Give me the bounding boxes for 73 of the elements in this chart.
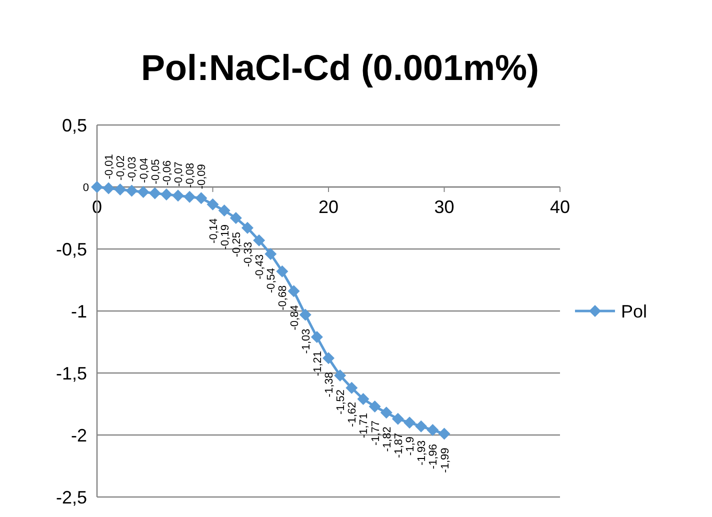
data-label: -0,01 — [104, 154, 116, 180]
point — [357, 393, 370, 406]
point — [264, 248, 277, 260]
data-label: -1,99 — [439, 448, 452, 473]
point — [206, 198, 219, 210]
point — [218, 204, 230, 217]
data-label: -0,06 — [161, 160, 174, 186]
point — [392, 412, 404, 425]
point — [184, 190, 196, 203]
x-tick-label: 30 — [434, 197, 454, 217]
data-label: -0,84 — [288, 305, 301, 330]
point — [91, 181, 103, 193]
point — [380, 406, 392, 419]
data-label: -0,33 — [242, 242, 254, 267]
data-label: -1,82 — [381, 426, 394, 452]
data-label: -1,9 — [404, 436, 417, 456]
point — [230, 212, 242, 224]
legend-label: Pol — [621, 301, 648, 322]
data-label: -1,93 — [416, 440, 428, 466]
point — [426, 424, 439, 436]
y-tick-label: -0,5 — [56, 239, 87, 260]
point — [276, 265, 288, 278]
y-tick-label: 0,5 — [62, 115, 87, 136]
data-label: -0,25 — [230, 232, 243, 258]
x-tick-label: 20 — [318, 197, 339, 217]
point — [334, 369, 346, 382]
data-label: -0,03 — [126, 156, 139, 182]
data-label: 0 — [82, 182, 89, 194]
data-label: -0,19 — [219, 224, 232, 250]
point — [160, 188, 172, 200]
data-label: -1,96 — [428, 444, 440, 470]
point — [404, 416, 416, 429]
point — [415, 420, 428, 432]
point — [368, 400, 381, 412]
chart-title: Pol:NaCl-Cd (0.001m%) — [140, 47, 540, 88]
data-label: -0,68 — [277, 285, 290, 310]
point — [137, 186, 150, 198]
point — [114, 183, 126, 196]
point — [253, 234, 266, 246]
y-tick-label: -2,5 — [56, 487, 87, 508]
point — [172, 190, 184, 202]
y-tick-label: -2 — [70, 425, 87, 446]
data-label: -0,02 — [115, 155, 128, 180]
data-label: -0,08 — [184, 162, 197, 188]
data-label: -1,52 — [335, 389, 348, 415]
point — [126, 184, 138, 197]
point — [241, 222, 254, 234]
data-label: -0,07 — [173, 162, 186, 187]
point — [148, 187, 161, 200]
y-tick-label: -1 — [70, 301, 87, 322]
data-label: -1,77 — [370, 420, 382, 446]
x-tick-label: 40 — [550, 197, 570, 217]
y-tick-label: -1,5 — [56, 363, 87, 384]
point — [102, 182, 115, 194]
data-label: -1,21 — [312, 351, 324, 376]
point — [346, 382, 358, 394]
data-label: -1,87 — [392, 432, 405, 458]
data-label: -0,43 — [254, 254, 266, 280]
data-label: -0,14 — [208, 218, 220, 244]
data-label: -1,71 — [358, 413, 370, 438]
data-label: -0,54 — [266, 268, 278, 294]
point — [322, 352, 334, 364]
point — [195, 192, 208, 204]
data-label: -1,38 — [324, 372, 336, 398]
data-label: -0,09 — [196, 164, 208, 190]
data-label: -0,04 — [138, 158, 150, 183]
data-label: -1,03 — [300, 328, 312, 354]
point — [310, 331, 323, 344]
point — [299, 308, 312, 321]
data-label: -0,05 — [150, 159, 162, 184]
data-label: -1,62 — [346, 402, 359, 427]
point — [288, 285, 300, 298]
point — [438, 428, 450, 440]
